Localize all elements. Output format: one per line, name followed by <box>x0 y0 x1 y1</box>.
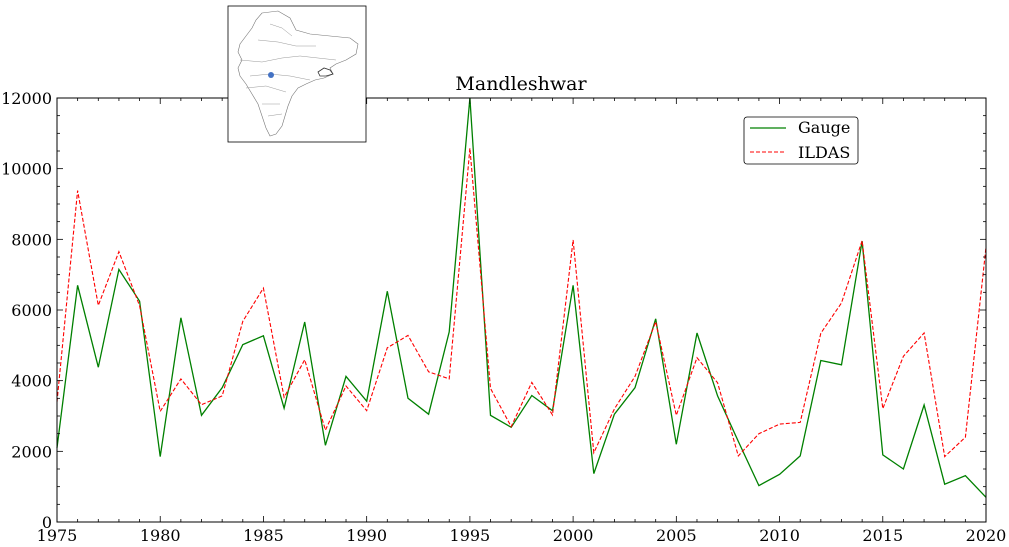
x-tick-label: 2020 <box>966 526 1007 545</box>
y-tick-label: 6000 <box>11 301 52 320</box>
y-tick-label: 2000 <box>11 442 52 461</box>
x-tick-label: 2000 <box>553 526 594 545</box>
x-tick-label: 2015 <box>862 526 903 545</box>
inset-map-frame <box>227 5 367 143</box>
x-tick-label: 2010 <box>759 526 800 545</box>
y-tick-label: 0 <box>42 513 52 532</box>
series-line-ildas <box>56 148 987 458</box>
india-region-map-icon <box>227 5 367 143</box>
chart-title: Mandleshwar <box>455 73 587 95</box>
x-tick-label: 1990 <box>346 526 387 545</box>
x-tick-label: 2005 <box>656 526 697 545</box>
legend-label-ildas: ILDAS <box>798 143 850 162</box>
x-tick-label: 1975 <box>37 526 78 545</box>
inset-map-delta <box>317 67 334 77</box>
inset-map-state-borders <box>239 23 337 117</box>
legend-box <box>743 116 859 165</box>
legend: Gauge ILDAS <box>743 116 859 165</box>
x-tick-label: 1980 <box>140 526 181 545</box>
plot-area <box>56 97 987 498</box>
x-tick-label: 1995 <box>450 526 491 545</box>
legend-label-gauge: Gauge <box>798 118 850 137</box>
series-line-gauge <box>56 97 987 498</box>
x-tick-label: 1985 <box>243 526 284 545</box>
gauge-location-marker <box>268 72 274 78</box>
y-tick-label: 8000 <box>11 230 52 249</box>
y-tick-label: 4000 <box>11 372 52 391</box>
axis-ticks: 1975 1980 1985 1990 1995 2000 2005 2010 2015 2020… <box>1 89 1006 545</box>
y-tick-label: 12000 <box>1 89 52 108</box>
y-tick-label: 10000 <box>1 160 52 179</box>
